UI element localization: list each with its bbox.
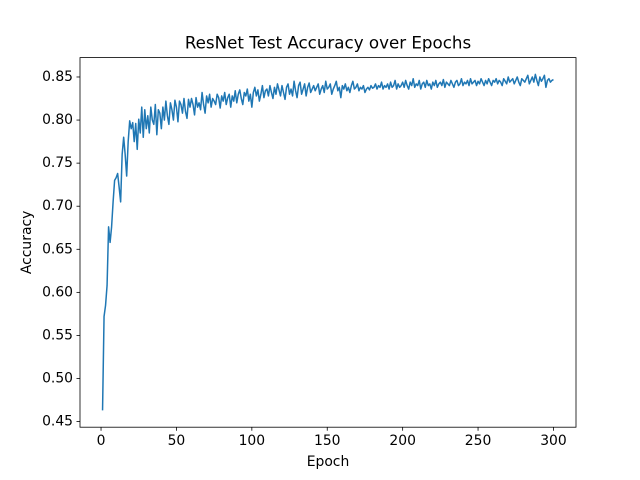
chart-title: ResNet Test Accuracy over Epochs [185, 33, 471, 53]
y-axis-label: Accuracy [19, 211, 35, 274]
x-tick-label: 50 [168, 433, 186, 449]
y-tick-label: 0.65 [42, 241, 73, 257]
x-tick-label: 250 [465, 433, 492, 449]
y-tick-label: 0.50 [42, 371, 73, 387]
y-tick-label: 0.70 [42, 198, 73, 214]
x-tick-label: 150 [314, 433, 341, 449]
data-line [101, 73, 554, 411]
y-tick-label: 0.80 [42, 112, 73, 128]
x-tick-label: 300 [540, 433, 567, 449]
x-tick-label: 200 [389, 433, 416, 449]
y-tick-label: 0.75 [42, 155, 73, 171]
y-tick-label: 0.45 [42, 414, 73, 430]
y-tick-label: 0.60 [42, 284, 73, 300]
x-tick-label: 0 [97, 433, 106, 449]
x-axis-label: Epoch [307, 454, 350, 470]
plot-frame [79, 57, 577, 428]
y-tick-label: 0.55 [42, 327, 73, 343]
y-tick-label: 0.85 [42, 69, 73, 85]
x-tick-label: 100 [239, 433, 266, 449]
